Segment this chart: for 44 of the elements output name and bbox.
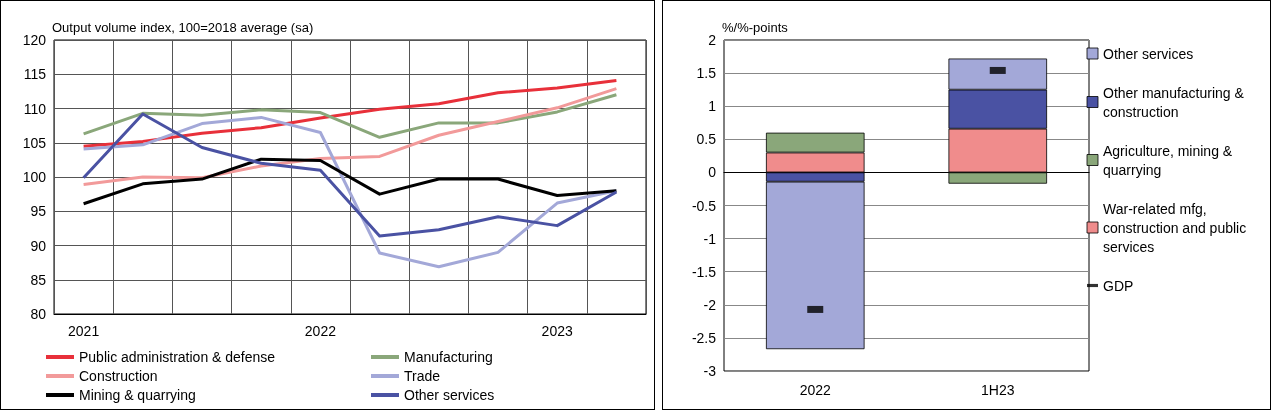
y-tick-label: -2.5 [691, 329, 717, 346]
legend-label: Trade [404, 368, 441, 384]
y-tick-label: -2 [703, 296, 717, 313]
y-tick-label: -1 [703, 230, 717, 247]
y-tick-label: 0.5 [696, 131, 717, 148]
y-axis-title: %/%-points [722, 20, 789, 35]
y-tick-label: 1 [708, 98, 717, 115]
legend-label: Other services [1103, 45, 1194, 62]
y-tick-label: 120 [22, 32, 47, 48]
y-tick-label: 105 [22, 134, 47, 151]
legend-label: Construction [79, 368, 158, 384]
legend-label: Mining & quarrying [79, 387, 196, 403]
x-tick-label: 2022 [799, 382, 832, 398]
x-tick-label: 2023 [541, 323, 573, 339]
y-tick-label: -3 [703, 363, 717, 379]
legend-label: Manufacturing [404, 349, 493, 365]
y-tick-label: 2 [708, 32, 717, 48]
legend-label: War-related mfg, construction and public services [1103, 200, 1251, 255]
y-tick-label: 85 [30, 271, 47, 288]
legend-label: Public administration & defense [79, 349, 276, 365]
legend-label: GDP [1103, 277, 1134, 294]
line-series [82, 112, 618, 238]
y-tick-label: 100 [22, 169, 47, 185]
y-tick-label: 80 [30, 306, 47, 322]
legend-label: Other manufacturing & construction [1103, 84, 1248, 120]
y-tick-label: 95 [30, 203, 47, 220]
x-tick-label: 1H23 [981, 382, 1015, 398]
y-tick-label: 1.5 [696, 65, 717, 82]
line-series [82, 87, 618, 187]
y-tick-label: 115 [23, 66, 47, 83]
line-series [82, 157, 618, 206]
y-tick-label: -0.5 [691, 197, 717, 214]
y-tick-label: 90 [30, 237, 47, 254]
line-series [82, 93, 618, 139]
legend-label: Other services [404, 387, 495, 403]
y-tick-label: 110 [23, 100, 47, 117]
x-tick-label: 2022 [304, 323, 337, 339]
y-tick-label: -1.5 [691, 263, 717, 280]
y-axis-title: Output volume index, 100=2018 average (sa) [52, 20, 314, 35]
x-tick-label: 2021 [68, 323, 100, 339]
legend-label: Agriculture, mining & quarrying [1103, 142, 1237, 178]
line-series [82, 115, 618, 269]
y-tick-label: 0 [708, 164, 717, 181]
line-series [82, 78, 618, 148]
